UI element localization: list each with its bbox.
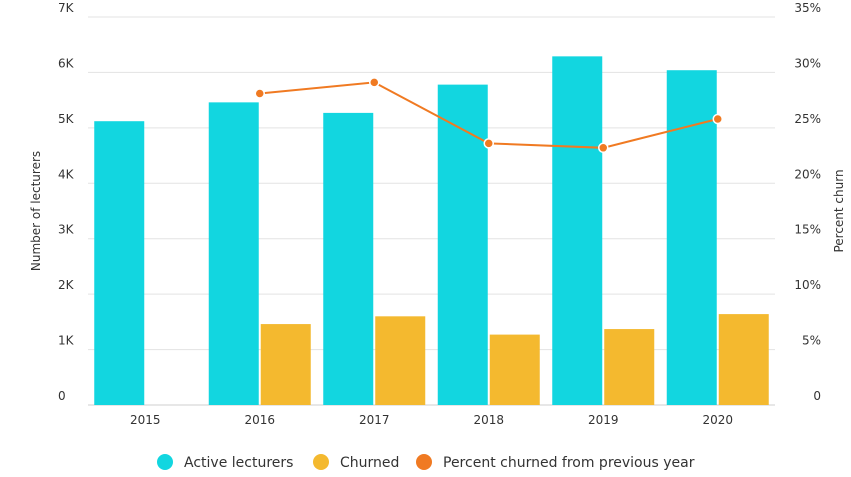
bar-churned bbox=[260, 324, 311, 405]
legend-label-percent-churned: Percent churned from previous year bbox=[443, 455, 695, 471]
y-axis-left-title: Number of lecturers bbox=[29, 151, 43, 271]
gridlines bbox=[88, 16, 775, 406]
bar-active-lecturers bbox=[552, 56, 603, 406]
y-left-tick-label: 3K bbox=[58, 223, 75, 237]
bar-active-lecturers bbox=[94, 121, 145, 405]
right-axis-ticks: 0 5% 10% 15% 20% 25% 30% 35% bbox=[794, 1, 821, 403]
y-right-tick-label: 30% bbox=[794, 56, 821, 70]
bar-churned bbox=[718, 314, 769, 405]
x-tick-label: 2020 bbox=[702, 413, 733, 427]
bar-active-lecturers bbox=[437, 84, 488, 405]
x-tick-label: 2015 bbox=[130, 413, 161, 427]
legend-label-active-lecturers: Active lecturers bbox=[184, 455, 293, 471]
left-axis-ticks: 0 1K 2K 3K 4K 5K 6K 7K bbox=[58, 1, 75, 403]
y-right-tick-label: 10% bbox=[794, 278, 821, 292]
legend-swatch-active-lecturers bbox=[157, 454, 173, 470]
legend-swatch-percent-churned bbox=[416, 454, 432, 470]
bar-churned bbox=[604, 329, 655, 405]
bar-churned bbox=[375, 316, 426, 405]
y-left-tick-label: 4K bbox=[58, 167, 75, 181]
y-left-tick-label: 2K bbox=[58, 278, 75, 292]
legend: Active lecturers Churned Percent churned f… bbox=[157, 454, 695, 471]
y-axis-right-title: Percent churn bbox=[832, 169, 846, 252]
churn-line-series bbox=[254, 77, 723, 154]
x-axis-ticks: 2015 2016 2017 2018 2019 2020 bbox=[130, 413, 733, 427]
churn-point bbox=[369, 77, 380, 88]
y-left-tick-label: 1K bbox=[58, 334, 75, 348]
x-tick-label: 2016 bbox=[244, 413, 275, 427]
x-tick-label: 2017 bbox=[359, 413, 390, 427]
churn-point bbox=[254, 88, 265, 99]
y-left-tick-label: 5K bbox=[58, 112, 75, 126]
legend-label-churned: Churned bbox=[340, 455, 399, 471]
churn-point bbox=[483, 138, 494, 149]
y-right-tick-label: 20% bbox=[794, 167, 821, 181]
y-left-tick-label: 6K bbox=[58, 56, 75, 70]
x-tick-label: 2018 bbox=[473, 413, 504, 427]
bar-churned bbox=[489, 334, 540, 405]
y-right-tick-label: 5% bbox=[802, 334, 821, 348]
y-left-tick-label: 0 bbox=[58, 389, 66, 403]
churn-point bbox=[598, 142, 609, 154]
y-right-tick-label: 15% bbox=[794, 223, 821, 237]
bars bbox=[94, 56, 769, 406]
x-tick-label: 2019 bbox=[588, 413, 619, 427]
y-left-tick-label: 7K bbox=[58, 1, 75, 15]
y-right-tick-label: 25% bbox=[794, 112, 821, 126]
bar-active-lecturers bbox=[323, 112, 374, 406]
y-right-tick-label: 35% bbox=[794, 1, 821, 15]
bar-active-lecturers bbox=[208, 102, 259, 406]
legend-swatch-churned bbox=[313, 454, 329, 470]
churn-point bbox=[712, 113, 723, 125]
y-right-tick-label: 0 bbox=[813, 389, 821, 403]
